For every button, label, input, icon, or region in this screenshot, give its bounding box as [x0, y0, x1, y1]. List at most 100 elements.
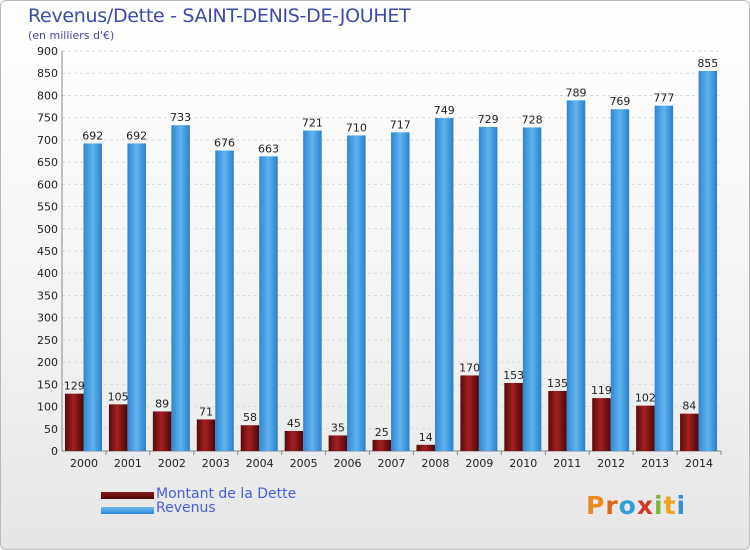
y-tick-label: 250	[37, 334, 58, 347]
debt-value-label: 71	[199, 405, 213, 418]
chart-title: Revenus/Dette - SAINT-DENIS-DE-JOUHET	[28, 5, 411, 27]
revenue-bar	[434, 118, 454, 451]
debt-value-label: 170	[459, 361, 480, 374]
revenue-value-label: 721	[302, 117, 323, 130]
debt-value-label: 135	[547, 377, 568, 390]
legend-label-debt: Montant de la Dette	[156, 486, 297, 502]
logo-letter: i	[654, 491, 664, 520]
chart-subtitle: (en milliers d'€)	[28, 29, 115, 42]
debt-value-label: 14	[419, 431, 433, 444]
y-tick-label: 100	[37, 401, 58, 414]
debt-bar	[108, 404, 128, 451]
debt-value-label: 105	[108, 390, 129, 403]
y-tick-label: 350	[37, 289, 58, 302]
revenue-value-label: 692	[126, 129, 147, 142]
debt-value-label: 153	[503, 369, 524, 382]
revenue-bar	[522, 127, 542, 451]
revenue-bar	[83, 143, 102, 451]
debt-bar	[680, 413, 699, 451]
y-tick-label: 750	[37, 112, 58, 125]
debt-bar	[504, 383, 523, 451]
revenue-bar	[215, 150, 234, 452]
revenue-bar	[127, 143, 146, 451]
y-tick-label: 450	[37, 245, 58, 258]
debt-bar	[328, 435, 348, 451]
debt-bar	[416, 444, 435, 451]
x-tick-label: 2012	[597, 457, 625, 470]
x-tick-label: 2005	[290, 457, 318, 470]
debt-value-label: 129	[64, 380, 85, 393]
y-tick-label: 500	[37, 223, 58, 236]
logo-letter: o	[618, 491, 637, 520]
bars	[65, 71, 718, 452]
revenue-value-label: 710	[346, 121, 367, 134]
debt-bar	[65, 393, 84, 451]
revenue-value-label: 663	[258, 142, 279, 155]
debt-bar	[152, 411, 172, 451]
revenue-bar	[478, 127, 498, 451]
logo-letter: r	[605, 491, 619, 520]
x-tick-label: 2009	[465, 457, 493, 470]
logo-letter: x	[636, 491, 654, 520]
x-tick-label: 2001	[114, 457, 142, 470]
logo-letter: P	[586, 491, 606, 520]
proxiti-logo: Proxiti	[586, 491, 686, 520]
debt-value-label: 119	[591, 384, 612, 397]
logo-letter: t	[663, 491, 677, 520]
debt-bar	[548, 391, 567, 451]
y-tick-label: 700	[37, 134, 58, 147]
y-tick-label: 400	[37, 267, 58, 280]
revenue-value-label: 777	[653, 92, 674, 105]
debt-bar	[636, 405, 655, 451]
x-tick-label: 2007	[378, 457, 406, 470]
debt-bar	[372, 439, 392, 451]
revenue-value-label: 769	[609, 95, 630, 108]
debt-value-label: 35	[331, 421, 345, 434]
revenue-bar	[391, 132, 410, 452]
y-tick-label: 650	[37, 156, 58, 169]
legend-label-revenue: Revenus	[156, 500, 216, 516]
revenue-bar	[259, 156, 278, 452]
revenue-value-label: 855	[697, 57, 718, 70]
debt-value-label: 89	[155, 397, 169, 410]
legend-swatch-debt	[101, 492, 154, 499]
legend-swatch-revenue	[101, 507, 154, 514]
revenue-bar	[654, 105, 674, 452]
y-tick-label: 0	[51, 445, 58, 458]
revenue-bar	[610, 109, 630, 451]
x-tick-label: 2010	[509, 457, 537, 470]
y-tick-label: 550	[37, 201, 58, 214]
revenue-value-label: 676	[214, 137, 235, 150]
x-tick-label: 2000	[70, 457, 98, 470]
y-tick-label: 150	[37, 378, 58, 391]
y-tick-label: 800	[37, 89, 58, 102]
axes: 0 50 100 150 200 250 300 350 400 450 500 550 600 650 7…	[37, 45, 722, 470]
debt-bar	[460, 375, 479, 451]
x-tick-label: 2014	[685, 457, 713, 470]
revenue-value-label: 789	[566, 86, 587, 99]
revenue-bar	[566, 100, 586, 451]
revenue-value-label: 717	[390, 118, 411, 131]
data-labels: 129 692 105 692 89 733 71 676 58 663 45 721 35 710 25 7…	[64, 57, 719, 444]
x-tick-label: 2011	[553, 457, 581, 470]
revenue-bar	[303, 130, 322, 452]
x-tick-label: 2006	[334, 457, 362, 470]
debt-value-label: 45	[287, 417, 301, 430]
debt-value-label: 102	[635, 392, 656, 405]
debt-bar	[196, 419, 216, 451]
y-tick-label: 200	[37, 356, 58, 369]
y-tick-label: 300	[37, 312, 58, 325]
revenue-bar	[171, 125, 190, 451]
x-tick-label: 2004	[246, 457, 274, 470]
debt-bar	[284, 431, 304, 451]
debt-value-label: 58	[243, 411, 257, 424]
revenue-value-label: 729	[478, 113, 499, 126]
y-tick-label: 600	[37, 178, 58, 191]
x-tick-label: 2008	[421, 457, 449, 470]
revenue-value-label: 728	[522, 113, 543, 126]
logo-letter: i	[676, 491, 687, 520]
x-tick-label: 2002	[158, 457, 186, 470]
revenue-value-label: 692	[82, 129, 103, 142]
